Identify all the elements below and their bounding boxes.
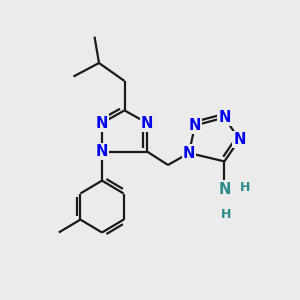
Text: H: H [240, 181, 250, 194]
Text: N: N [141, 116, 153, 130]
Text: N: N [233, 132, 246, 147]
Text: N: N [189, 118, 201, 133]
Text: N: N [183, 146, 195, 160]
Text: N: N [218, 182, 231, 196]
Text: N: N [96, 144, 108, 159]
Text: N: N [96, 116, 108, 130]
Text: N: N [218, 110, 231, 125]
Text: H: H [221, 208, 231, 221]
